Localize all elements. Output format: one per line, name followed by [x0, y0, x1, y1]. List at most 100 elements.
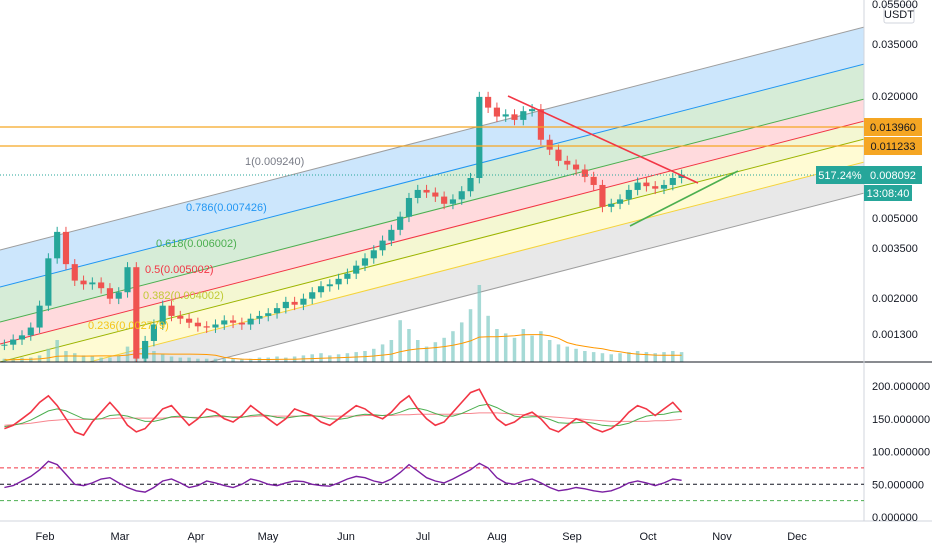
- candle: [344, 273, 351, 279]
- price-tick-label: 0.002000: [872, 293, 918, 305]
- candle: [599, 184, 606, 207]
- candle: [449, 199, 457, 204]
- change-badge-label: 517.24%: [818, 170, 862, 182]
- currency-label: USDT: [884, 9, 914, 21]
- candle: [106, 288, 114, 299]
- candle: [238, 322, 245, 325]
- time-tick-label: Jun: [337, 531, 355, 543]
- price-badges: 0.013960 0.011233 517.24% 0.008092 13:08:40: [816, 118, 922, 201]
- time-tick-label: Mar: [111, 531, 130, 543]
- time-axis[interactable]: Feb Mar Apr May Jun Jul Aug Sep Oct Nov Dec: [36, 531, 808, 543]
- candle: [361, 258, 369, 266]
- price-pane[interactable]: 1(0.009240) 0.786(0.007426) 0.618(0.006002…: [0, 26, 864, 416]
- volume-bar: [415, 340, 420, 362]
- level-badge-label: 0.013960: [870, 122, 916, 134]
- fib-label: 1(0.009240): [245, 156, 304, 168]
- indicator-axis[interactable]: 200.000000 150.000000 100.000000 50.000000 0…: [872, 381, 930, 524]
- volume-bar: [565, 346, 570, 362]
- candle: [27, 327, 34, 336]
- indicator-pane[interactable]: [0, 388, 864, 502]
- candle: [397, 216, 404, 230]
- volume-bar: [486, 315, 490, 362]
- price-axis[interactable]: USDT 0.055000 0.035000 0.020000 0.005000 0.0…: [872, 0, 918, 341]
- volume-bar: [231, 358, 235, 362]
- time-tick-label: Dec: [787, 531, 807, 543]
- candle: [608, 203, 615, 207]
- candle: [317, 286, 325, 293]
- fib-channel-bands: [0, 27, 864, 362]
- volume-bar: [248, 358, 253, 362]
- candle: [432, 192, 439, 197]
- downtrend-line[interactable]: [507, 95, 699, 184]
- volume-bar: [99, 357, 103, 362]
- volume-bar: [160, 354, 165, 362]
- candle: [89, 282, 96, 285]
- volume-bar: [635, 351, 640, 362]
- candle: [616, 199, 624, 204]
- uptrend-line[interactable]: [629, 170, 739, 227]
- volume-bar: [574, 348, 578, 362]
- fib-band: [0, 27, 864, 287]
- volume-bar: [407, 329, 411, 362]
- candle: [511, 114, 518, 120]
- candle: [62, 231, 70, 265]
- candles: [1, 91, 685, 362]
- candle: [476, 96, 483, 178]
- currency-badge[interactable]: [883, 4, 915, 24]
- candle: [1, 344, 8, 346]
- volume-bar: [618, 353, 622, 362]
- candle: [353, 265, 360, 274]
- candle: [71, 264, 78, 281]
- candle: [546, 139, 553, 150]
- candle: [300, 298, 307, 305]
- candle: [379, 240, 386, 251]
- candle: [124, 267, 131, 293]
- fib-channel-lines: [0, 26, 864, 362]
- candle: [370, 250, 377, 259]
- volume-bar: [556, 344, 561, 362]
- fib-label: 0.236(0.002779): [88, 320, 169, 332]
- volume-bar: [583, 351, 587, 362]
- candle: [98, 282, 105, 289]
- volume-bar: [539, 331, 543, 362]
- volume-bar: [530, 335, 534, 362]
- level-badge: [864, 137, 922, 155]
- volume-bar: [600, 353, 605, 362]
- volume-bar: [284, 357, 288, 362]
- volume-bar: [240, 358, 244, 362]
- candle: [159, 305, 166, 325]
- candle: [537, 109, 544, 140]
- volume-bar: [55, 340, 59, 362]
- horizontal-levels[interactable]: [0, 126, 864, 147]
- volume-bar: [451, 331, 455, 362]
- candle: [212, 324, 219, 328]
- time-tick-label: May: [258, 531, 279, 543]
- candle: [177, 315, 184, 319]
- volume-bar: [503, 333, 508, 362]
- volume-bar: [398, 320, 402, 362]
- candle: [203, 326, 210, 328]
- fib-channel-labels: 1(0.009240) 0.786(0.007426) 0.618(0.006002…: [88, 156, 304, 332]
- candle: [168, 305, 175, 316]
- volume-bar: [90, 356, 95, 362]
- volume-bar: [125, 346, 130, 362]
- volume-bar: [459, 322, 464, 362]
- candle: [590, 176, 597, 185]
- candle: [186, 318, 193, 323]
- candle: [388, 229, 395, 241]
- volume-bar: [495, 329, 499, 362]
- price-tick-label: 0.055000: [872, 0, 918, 11]
- fib-label: 0.382(0.004002): [143, 290, 224, 302]
- level-badge-label: 0.011233: [870, 141, 915, 153]
- candle: [54, 231, 61, 259]
- candle: [634, 182, 641, 190]
- volume-bar: [372, 348, 376, 362]
- countdown-label: 13:08:40: [867, 188, 910, 200]
- volume-bar: [389, 340, 394, 362]
- candle: [467, 177, 474, 192]
- price-tick-label: 0.020000: [872, 91, 918, 103]
- candle: [555, 149, 562, 161]
- candle: [18, 335, 26, 340]
- volume-bar: [424, 346, 429, 362]
- candle: [309, 292, 316, 299]
